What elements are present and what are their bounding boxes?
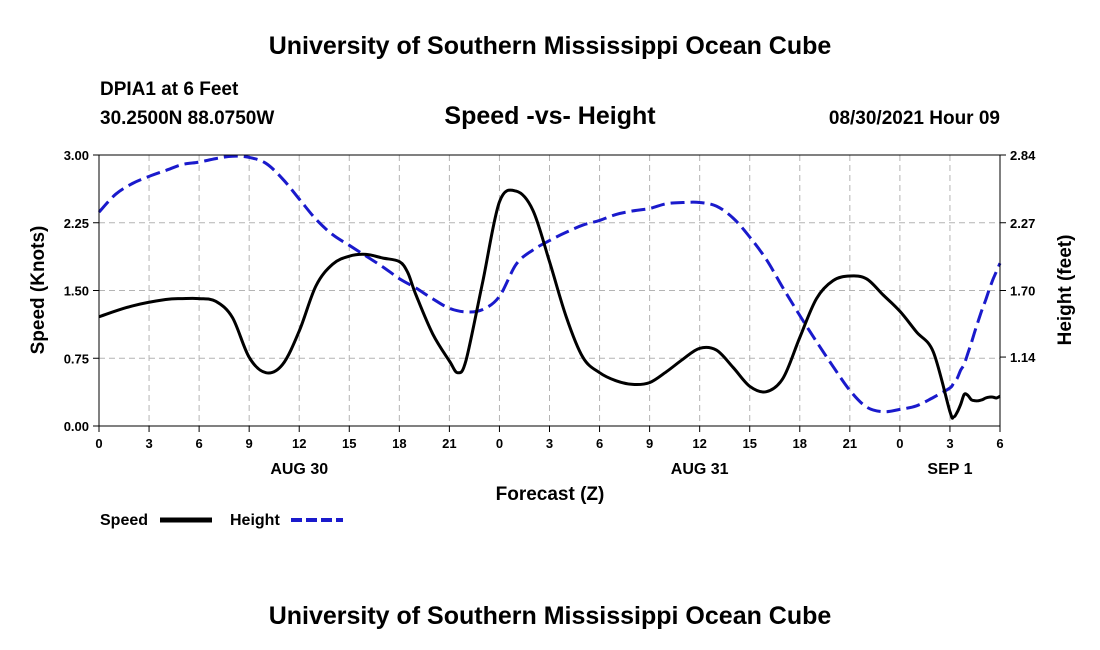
y-axis-right-label: Height (feet)	[1055, 235, 1076, 346]
height-series-line	[97, 154, 1002, 414]
x-tick-label: 6	[195, 436, 202, 451]
x-tick-label: 12	[292, 436, 306, 451]
legend: Speed Height	[100, 512, 343, 529]
x-tick-label: 0	[896, 436, 903, 451]
x-tick-label: 12	[692, 436, 706, 451]
y-left-tick-label: 0.00	[64, 419, 89, 434]
x-tick-label: 18	[392, 436, 406, 451]
x-tick-label: 0	[496, 436, 503, 451]
chart-title: Speed -vs- Height	[444, 102, 656, 130]
y-left-tick-label: 3.00	[64, 148, 89, 163]
x-tick-label: 15	[742, 436, 756, 451]
x-tick-label: 18	[793, 436, 807, 451]
page-title: University of Southern Mississippi Ocean…	[269, 32, 832, 60]
x-tick-label: 15	[342, 436, 356, 451]
grid	[99, 155, 1000, 426]
station-label: DPIA1 at 6 Feet	[100, 79, 239, 100]
date-label: SEP 1	[927, 461, 972, 478]
x-tick-label: 0	[95, 436, 102, 451]
date-label: AUG 30	[270, 461, 328, 478]
x-axis-label: Forecast (Z)	[496, 484, 605, 505]
y-right-tick-label: 2.27	[1010, 216, 1035, 231]
y-left-tick-label: 1.50	[64, 284, 89, 299]
date-label: AUG 31	[671, 461, 729, 478]
y-axis-left-label: Speed (Knots)	[28, 226, 49, 355]
x-tick-label: 3	[546, 436, 553, 451]
axes: 0 3 6 9 12 15 18 21 0 3 6 9 12 15 18 21 0 3 6 AUG 30 AUG 31 S…	[64, 148, 1036, 478]
x-tick-label: 21	[843, 436, 857, 451]
y-left-tick-label: 0.75	[64, 351, 89, 366]
y-right-tick-label: 1.14	[1010, 350, 1036, 365]
x-tick-label: 21	[442, 436, 456, 451]
x-tick-label: 6	[996, 436, 1003, 451]
y-right-tick-label: 1.70	[1010, 284, 1035, 299]
speed-series-line	[98, 188, 1001, 420]
coords-label: 30.2500N 88.0750W	[100, 108, 274, 129]
x-tick-label: 9	[646, 436, 653, 451]
x-tick-label: 9	[246, 436, 253, 451]
legend-height-label: Height	[230, 512, 280, 529]
x-tick-label: 3	[946, 436, 953, 451]
legend-speed-label: Speed	[100, 512, 148, 529]
x-tick-label: 3	[145, 436, 152, 451]
y-left-tick-label: 2.25	[64, 216, 89, 231]
datetime-label: 08/30/2021 Hour 09	[829, 108, 1000, 129]
y-right-tick-label: 2.84	[1010, 148, 1036, 163]
x-tick-label: 6	[596, 436, 603, 451]
series-layer	[97, 154, 1002, 420]
footer-title: University of Southern Mississippi Ocean…	[269, 602, 832, 630]
